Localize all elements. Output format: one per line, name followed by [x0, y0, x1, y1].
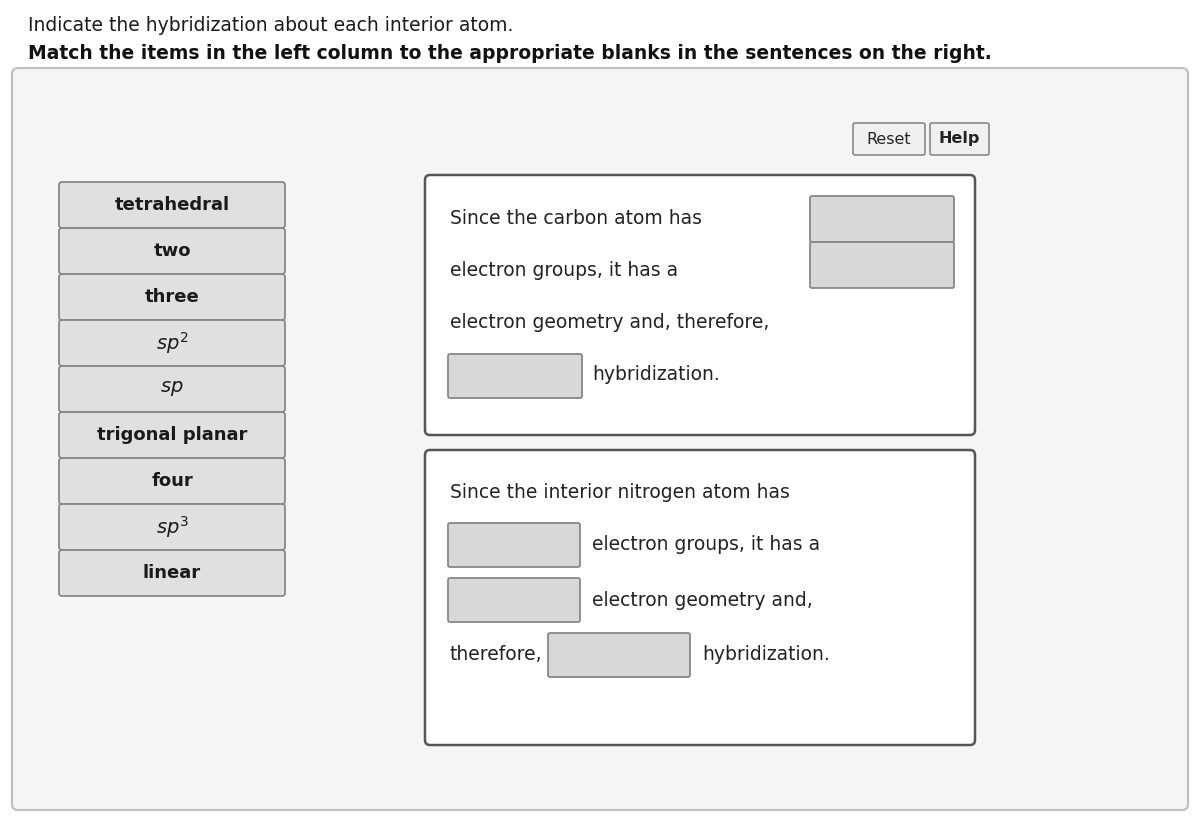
- Text: Since the interior nitrogen atom has: Since the interior nitrogen atom has: [450, 483, 790, 502]
- FancyBboxPatch shape: [59, 182, 286, 228]
- Text: $\mathit{sp}^{2}$: $\mathit{sp}^{2}$: [156, 330, 188, 356]
- FancyBboxPatch shape: [548, 633, 690, 677]
- Text: tetrahedral: tetrahedral: [114, 196, 229, 214]
- Text: $\mathit{sp}^{3}$: $\mathit{sp}^{3}$: [156, 514, 188, 540]
- Text: electron geometry and, therefore,: electron geometry and, therefore,: [450, 312, 769, 331]
- FancyBboxPatch shape: [59, 412, 286, 458]
- Text: hybridization.: hybridization.: [702, 645, 829, 664]
- FancyBboxPatch shape: [59, 320, 286, 366]
- Text: Since the carbon atom has: Since the carbon atom has: [450, 209, 702, 227]
- Text: $\mathit{sp}$: $\mathit{sp}$: [160, 380, 184, 398]
- Text: linear: linear: [143, 564, 202, 582]
- FancyBboxPatch shape: [59, 550, 286, 596]
- FancyBboxPatch shape: [448, 523, 580, 567]
- Text: electron groups, it has a: electron groups, it has a: [592, 536, 820, 555]
- Text: Match the items in the left column to the appropriate blanks in the sentences on: Match the items in the left column to th…: [28, 44, 991, 63]
- FancyBboxPatch shape: [425, 450, 974, 745]
- Text: hybridization.: hybridization.: [592, 366, 720, 384]
- Text: three: three: [145, 288, 199, 306]
- FancyBboxPatch shape: [59, 458, 286, 504]
- Text: therefore,: therefore,: [450, 645, 542, 664]
- FancyBboxPatch shape: [59, 228, 286, 274]
- FancyBboxPatch shape: [930, 123, 989, 155]
- FancyBboxPatch shape: [12, 68, 1188, 810]
- Text: two: two: [154, 242, 191, 260]
- FancyBboxPatch shape: [448, 578, 580, 622]
- Text: Reset: Reset: [866, 132, 911, 146]
- FancyBboxPatch shape: [810, 242, 954, 288]
- FancyBboxPatch shape: [59, 366, 286, 412]
- Text: Help: Help: [938, 132, 980, 146]
- FancyBboxPatch shape: [425, 175, 974, 435]
- Text: Indicate the hybridization about each interior atom.: Indicate the hybridization about each in…: [28, 16, 514, 35]
- Text: trigonal planar: trigonal planar: [97, 426, 247, 444]
- FancyBboxPatch shape: [59, 274, 286, 320]
- FancyBboxPatch shape: [59, 504, 286, 550]
- FancyBboxPatch shape: [448, 354, 582, 398]
- Text: electron geometry and,: electron geometry and,: [592, 591, 812, 609]
- FancyBboxPatch shape: [853, 123, 925, 155]
- Text: electron groups, it has a: electron groups, it has a: [450, 260, 678, 280]
- Text: four: four: [151, 472, 193, 490]
- FancyBboxPatch shape: [810, 196, 954, 242]
